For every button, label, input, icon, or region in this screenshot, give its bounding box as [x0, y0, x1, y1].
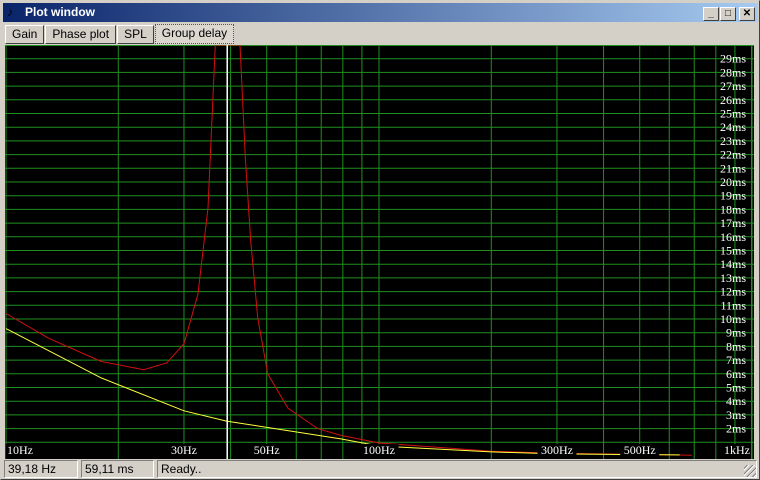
x-tick-bg [537, 444, 577, 459]
y-tick-label: 28ms [720, 65, 746, 79]
tab-bar: Gain Phase plot SPL Group delay [5, 24, 235, 44]
x-tick-label: 500Hz [624, 443, 656, 457]
maximize-button[interactable]: □ [720, 7, 736, 21]
y-tick-label: 18ms [720, 202, 746, 216]
status-frequency: 39,18 Hz [4, 460, 78, 478]
status-bar: 39,18 Hz 59,11 ms Ready.. [3, 460, 758, 479]
y-tick-label: 4ms [726, 394, 746, 408]
window-title: Plot window [25, 5, 95, 19]
y-tick-label: 3ms [726, 408, 746, 422]
x-tick-bg [167, 444, 200, 459]
x-tick-bg [620, 444, 660, 459]
status-delay: 59,11 ms [81, 460, 154, 478]
y-tick-label: 22ms [720, 148, 746, 162]
y-tick-label: 6ms [726, 367, 746, 381]
x-tick-bg [6, 444, 38, 459]
status-message: Ready.. [157, 460, 757, 478]
y-tick-label: 23ms [720, 134, 746, 148]
y-tick-label: 26ms [720, 93, 746, 107]
x-tick-label: 100Hz [363, 443, 395, 457]
x-tick-label: 50Hz [254, 443, 280, 457]
x-tick-label: 10Hz [7, 443, 33, 457]
y-tick-label: 5ms [726, 381, 746, 395]
y-tick-label: 15ms [720, 244, 746, 258]
x-tick-label: 1kHz [724, 443, 750, 457]
y-tick-label: 20ms [720, 175, 746, 189]
group-delay-plot[interactable]: 2ms 3ms 4ms 5ms 6ms 7ms 8ms 9ms 10ms 11ms 12ms 13ms… [5, 44, 754, 459]
y-tick-label: 14ms [720, 257, 746, 271]
y-tick-label: 2ms [726, 422, 746, 436]
resize-grip[interactable] [744, 465, 756, 477]
series-line-0 [5, 44, 692, 456]
title-bar[interactable]: ♪ Plot window _ □ ✕ [3, 3, 758, 22]
y-tick-label: 25ms [720, 107, 746, 121]
y-tick-label: 10ms [720, 312, 746, 326]
y-tick-label: 12ms [720, 285, 746, 299]
y-tick-label: 9ms [726, 326, 746, 340]
minimize-button[interactable]: _ [703, 7, 719, 21]
x-tick-label: 300Hz [541, 443, 573, 457]
y-tick-label: 16ms [720, 230, 746, 244]
tab-phase-plot[interactable]: Phase plot [45, 25, 117, 44]
y-tick-label: 24ms [720, 120, 746, 134]
tab-gain[interactable]: Gain [5, 25, 45, 44]
y-tick-label: 29ms [720, 52, 746, 66]
y-tick-label: 13ms [720, 271, 746, 285]
plot-svg[interactable]: 2ms3ms4ms5ms6ms7ms8ms9ms10ms11ms12ms13ms… [5, 44, 754, 459]
y-tick-label: 19ms [720, 189, 746, 203]
x-tick-label: 30Hz [171, 443, 197, 457]
y-tick-label: 21ms [720, 161, 746, 175]
y-tick-label: 27ms [720, 79, 746, 93]
y-tick-label: 7ms [726, 353, 746, 367]
x-tick-bg [250, 444, 283, 459]
x-tick-bg [718, 444, 750, 459]
y-tick-label: 11ms [720, 298, 746, 312]
y-tick-label: 8ms [726, 339, 746, 353]
tab-group-delay[interactable]: Group delay [154, 24, 235, 44]
app-icon[interactable]: ♪ [7, 5, 13, 19]
x-tick-bg [359, 444, 399, 459]
series-line-1 [5, 328, 680, 456]
y-tick-label: 17ms [720, 216, 746, 230]
tab-spl[interactable]: SPL [117, 25, 154, 44]
close-button[interactable]: ✕ [739, 7, 755, 21]
